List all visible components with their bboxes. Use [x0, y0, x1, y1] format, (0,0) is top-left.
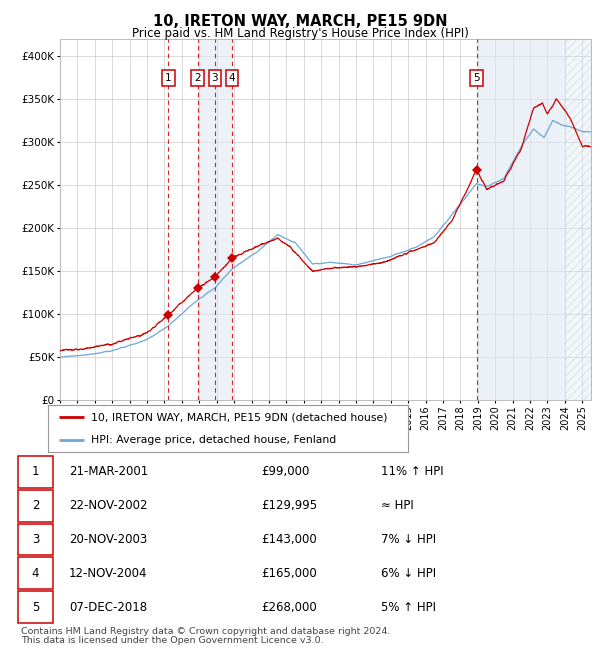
Text: £165,000: £165,000	[261, 567, 317, 580]
Text: 2: 2	[32, 499, 39, 512]
Text: 5: 5	[473, 73, 480, 83]
Text: 5% ↑ HPI: 5% ↑ HPI	[381, 601, 436, 614]
Text: 20-NOV-2003: 20-NOV-2003	[69, 533, 147, 546]
Text: 3: 3	[212, 73, 218, 83]
Text: 1: 1	[32, 465, 39, 478]
Text: £129,995: £129,995	[261, 499, 317, 512]
Text: £143,000: £143,000	[261, 533, 317, 546]
Text: 11% ↑ HPI: 11% ↑ HPI	[381, 465, 443, 478]
Bar	[476, 39, 565, 400]
Text: 2: 2	[194, 73, 201, 83]
Text: 07-DEC-2018: 07-DEC-2018	[69, 601, 147, 614]
Text: £99,000: £99,000	[261, 465, 310, 478]
Text: 5: 5	[32, 601, 39, 614]
Text: Contains HM Land Registry data © Crown copyright and database right 2024.: Contains HM Land Registry data © Crown c…	[21, 627, 391, 636]
Text: Price paid vs. HM Land Registry's House Price Index (HPI): Price paid vs. HM Land Registry's House …	[131, 27, 469, 40]
Text: 7% ↓ HPI: 7% ↓ HPI	[381, 533, 436, 546]
Text: 22-NOV-2002: 22-NOV-2002	[69, 499, 148, 512]
Text: 10, IRETON WAY, MARCH, PE15 9DN (detached house): 10, IRETON WAY, MARCH, PE15 9DN (detache…	[91, 412, 388, 422]
Text: 4: 4	[229, 73, 235, 83]
Text: 21-MAR-2001: 21-MAR-2001	[69, 465, 148, 478]
Text: 12-NOV-2004: 12-NOV-2004	[69, 567, 148, 580]
Bar	[565, 39, 591, 400]
Text: 10, IRETON WAY, MARCH, PE15 9DN: 10, IRETON WAY, MARCH, PE15 9DN	[153, 14, 447, 29]
Bar	[197, 39, 232, 400]
Text: 6% ↓ HPI: 6% ↓ HPI	[381, 567, 436, 580]
Text: 1: 1	[165, 73, 172, 83]
Text: 3: 3	[32, 533, 39, 546]
Text: £268,000: £268,000	[261, 601, 317, 614]
Text: HPI: Average price, detached house, Fenland: HPI: Average price, detached house, Fenl…	[91, 435, 337, 445]
Text: 4: 4	[32, 567, 39, 580]
Text: ≈ HPI: ≈ HPI	[381, 499, 414, 512]
Text: This data is licensed under the Open Government Licence v3.0.: This data is licensed under the Open Gov…	[21, 636, 323, 645]
